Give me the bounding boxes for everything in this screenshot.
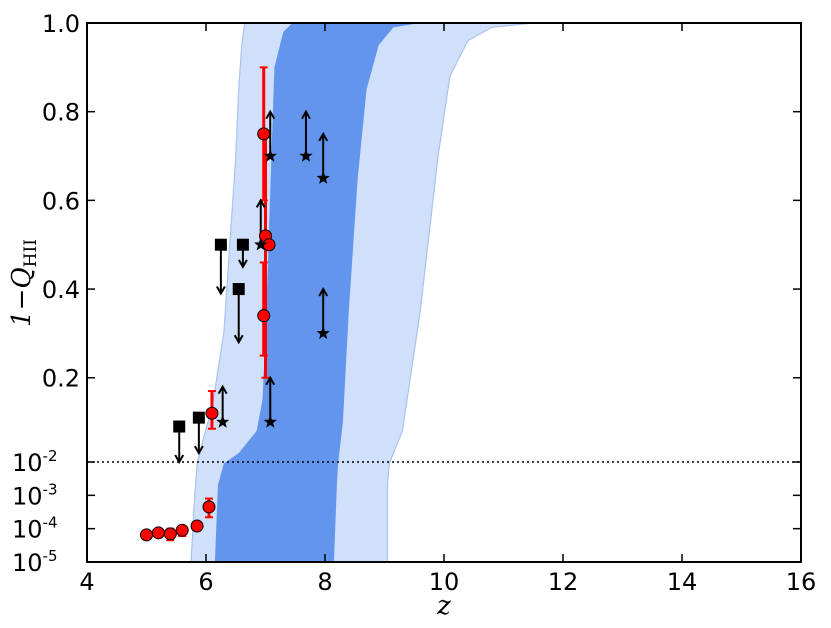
lower-limit-arrow-head <box>318 287 329 297</box>
upper-limit-arrow-head <box>233 334 244 345</box>
upper-limit-arrow-head <box>238 259 248 269</box>
y-tick-label-base: 10 <box>12 482 43 510</box>
lower-limit-arrow <box>265 109 276 157</box>
lower-limit-arrow <box>318 131 329 179</box>
limit-arrows-layer <box>174 109 329 465</box>
measurement-point <box>205 406 219 420</box>
lower-limit-marker <box>216 415 230 428</box>
lower-limit-marker <box>316 171 330 184</box>
upper-limit-arrow-head <box>193 445 204 456</box>
measurement-point <box>257 309 271 323</box>
y-tick-label: 10-2 <box>12 447 58 477</box>
tick-labels-layer: 4 6 8 10 12 14 160.20.40.60.81.010-210-310-410… <box>12 10 816 596</box>
y-tick-label: 10-3 <box>12 480 58 510</box>
x-tick-label: 8 <box>317 568 332 596</box>
x-tick-label: 4 <box>79 568 94 596</box>
upper-limit-arrow <box>216 244 226 296</box>
measurement-point <box>190 519 204 533</box>
y-tick-label: 0.8 <box>42 99 80 127</box>
y-tick-label-exponent: -4 <box>43 514 58 532</box>
upper-limit-marker <box>214 238 227 251</box>
lower-limit-arrow-head <box>301 109 311 120</box>
y-tick-label-exponent: -3 <box>43 480 58 498</box>
y-tick-label: 0.6 <box>42 187 80 215</box>
upper-limit-arrow-head <box>216 285 226 296</box>
lower-limit-arrow-head <box>265 109 276 120</box>
lower-limit-marker <box>299 149 313 162</box>
lower-limit-arrow <box>318 287 329 334</box>
lower-limit-arrow-head <box>217 384 228 395</box>
lower-limit-arrow-head <box>265 375 276 386</box>
y-tick-label: 0.4 <box>42 276 80 304</box>
y-tick-label: 1.0 <box>42 10 80 38</box>
upper-limit-arrow-head <box>174 454 185 465</box>
upper-limit-arrow <box>233 289 244 345</box>
ticks-layer <box>86 22 802 563</box>
x-tick-label: 12 <box>548 568 579 596</box>
measurement-point <box>262 238 276 252</box>
y-tick-label-base: 10 <box>12 449 43 477</box>
x-tick-label: 16 <box>786 568 817 596</box>
y-tick-label-base: 10 <box>12 549 43 577</box>
x-tick-label: 14 <box>667 568 698 596</box>
lower-limit-arrow-head <box>255 198 266 208</box>
lower-limit-arrow <box>301 109 311 157</box>
y-tick-label: 10-5 <box>12 547 58 577</box>
lower-limit-marker <box>316 326 330 340</box>
lower-limit-arrow <box>265 375 276 423</box>
y-tick-label: 0.2 <box>42 365 80 393</box>
inner-confidence-band <box>214 23 421 562</box>
measurement-point <box>175 523 189 537</box>
y-axis-label-main: 1−Q <box>7 267 37 327</box>
upper-limit-marker <box>236 238 249 251</box>
measurement-point <box>140 528 153 542</box>
y-tick-label-exponent: -5 <box>43 547 58 565</box>
measurement-point <box>151 526 165 540</box>
measurement-point <box>163 527 177 541</box>
lower-limit-marker <box>263 415 277 428</box>
y-axis-label-subscript: HII <box>21 239 41 267</box>
x-axis-label: z <box>436 591 451 621</box>
measurement-point <box>257 127 271 141</box>
measurement-point <box>202 500 216 514</box>
errorbar-0-10 <box>259 261 268 357</box>
y-tick-label-base: 10 <box>12 516 43 544</box>
y-tick-label: 10-4 <box>12 514 58 544</box>
lower-limit-arrow-head <box>318 131 329 142</box>
x-tick-label: 10 <box>429 568 460 596</box>
y-tick-label-exponent: -2 <box>43 447 58 465</box>
upper-limit-marker <box>192 411 205 424</box>
lower-limit-marker <box>263 149 277 162</box>
y-axis-label: 1−QHII <box>7 239 41 327</box>
upper-limit-marker <box>232 283 245 296</box>
markers-layer <box>140 127 330 542</box>
lower-limit-marker <box>254 237 268 251</box>
x-tick-label: 6 <box>198 568 213 596</box>
bands-layer <box>190 23 534 562</box>
upper-limit-marker <box>173 420 186 433</box>
